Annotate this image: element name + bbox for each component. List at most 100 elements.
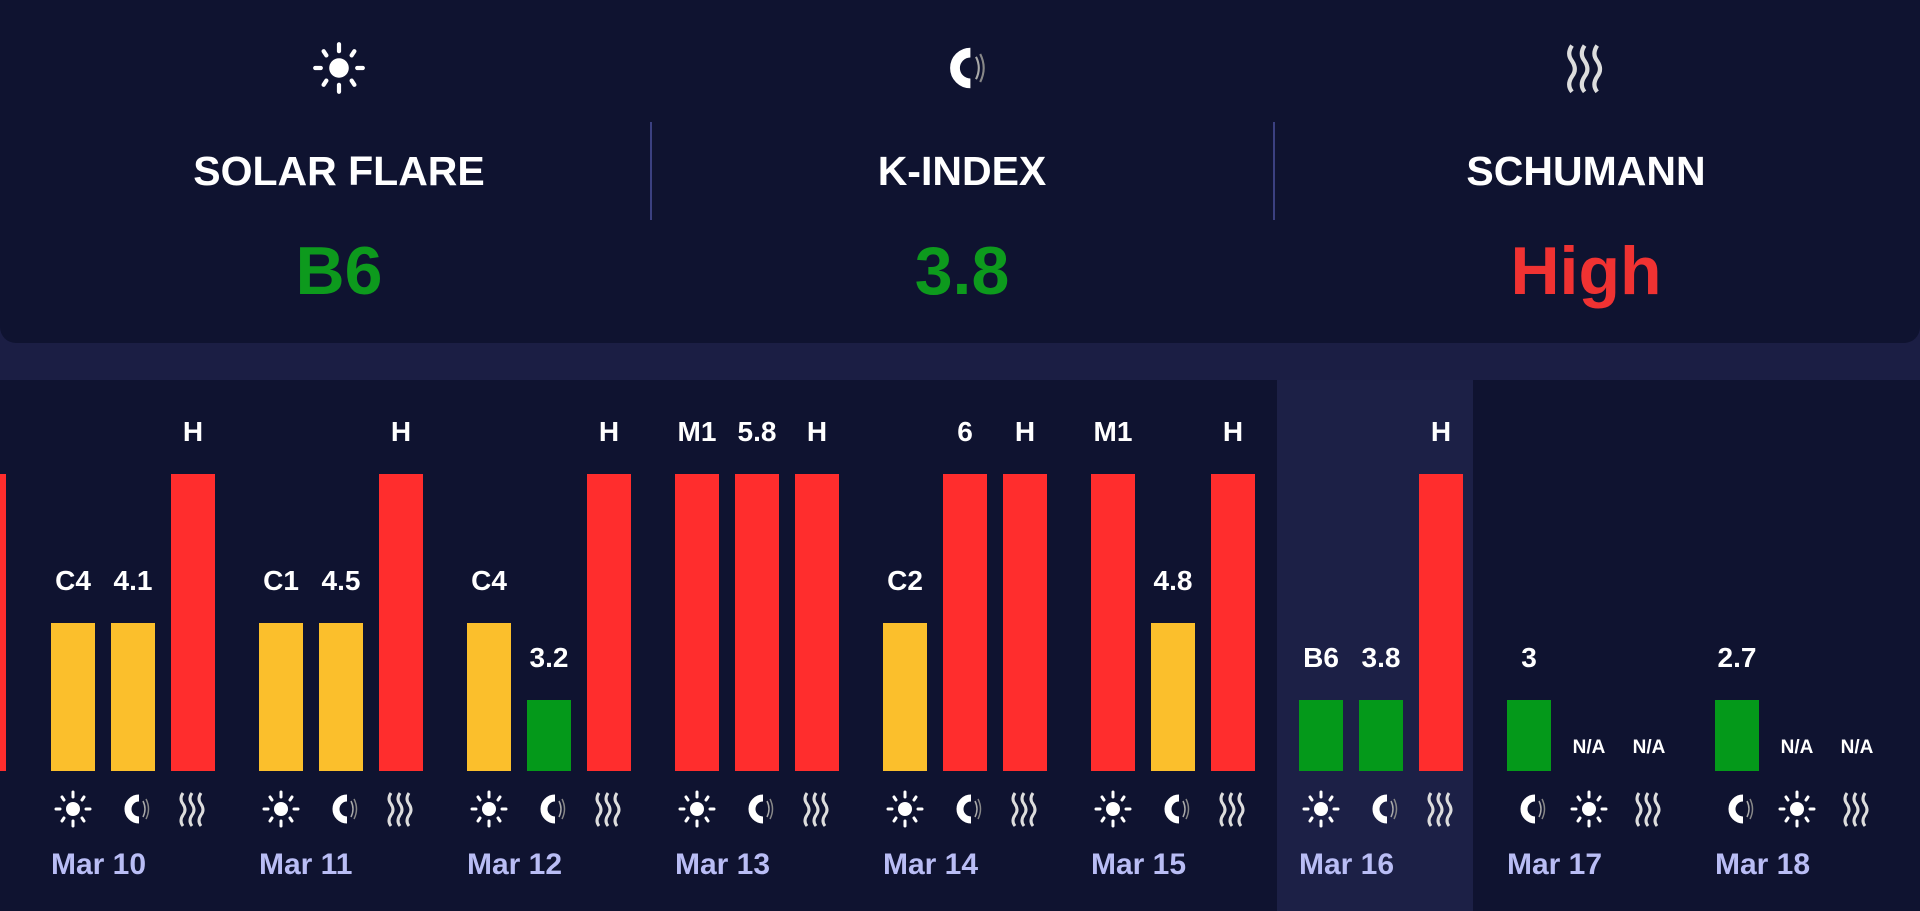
magnet-icon [1715,789,1759,829]
bar-schumann [1003,474,1047,771]
bar-kindex [1507,699,1551,771]
day-date-label: Mar 15 [1091,848,1187,881]
bar-kindex [527,699,571,771]
metric-k-index: K-INDEX 3.8 [712,0,1212,343]
day-date-label: Mar 18 [1715,848,1811,881]
magnet-icon [1507,789,1551,829]
bar-value-label: 3.8 [1361,641,1401,673]
bar-value-label: 4.1 [113,564,153,596]
bar-solar [467,622,511,771]
bar-value-label: 5.8 [737,416,777,447]
bar-value-label: H [182,416,204,447]
metric-value: High [1510,233,1662,309]
bar-value-label: N/A [1572,737,1606,758]
bar-kindex [1151,622,1195,771]
bar-kindex [1359,699,1403,771]
bar-value-label: 4.8 [1153,564,1193,596]
metric-title: SOLAR FLARE [193,148,485,194]
bar-value-label: 4.5 [321,564,361,596]
bar-kindex [943,474,987,771]
waves-icon [379,789,423,829]
sun-icon [1091,789,1135,829]
bar-kindex [735,474,779,771]
bar-value-label: H [1222,416,1244,447]
sun-icon [309,40,369,96]
sun-icon [259,789,303,829]
bar-schumann [795,474,839,771]
waves-icon [1211,789,1255,829]
metric-divider [650,122,652,220]
bar-value-label: H [1014,416,1036,447]
bar-kindex [1715,699,1759,771]
magnet-icon [111,789,155,829]
magnet-icon [1359,789,1403,829]
bar-solar [675,474,719,771]
waves-icon [1627,789,1671,829]
bar-schumann [1211,474,1255,771]
bar-value-label: C1 [263,564,299,596]
day-date-label: Mar 10 [51,848,147,881]
bar-solar [883,622,927,771]
metric-title: K-INDEX [877,148,1047,194]
waves-icon [1003,789,1047,829]
sun-icon [675,789,719,829]
metric-divider [1273,122,1275,220]
bar-value-label: B6 [1303,641,1339,673]
sun-icon [883,789,927,829]
sun-icon [1775,789,1819,829]
magnet-icon [527,789,571,829]
bar-value-label: C4 [55,564,91,596]
current-conditions-panel: SOLAR FLARE B6 K-INDEX 3.8 SCHUMANN High [0,0,1920,343]
bar-value-label: M1 [1093,416,1133,447]
waves-icon [1419,789,1463,829]
waves-icon [1556,40,1616,96]
magnet-icon [735,789,779,829]
bar-solar [51,622,95,771]
day-date-label: Mar 14 [883,848,979,881]
bar-value-label: M1 [677,416,717,447]
bar-schumann [587,474,631,771]
day-date-label: Mar 11 [259,848,353,881]
sun-icon [467,789,511,829]
bar-value-label: H [598,416,620,447]
bar-kindex [319,622,363,771]
day-date-label: Mar 13 [675,848,771,881]
magnet-icon [943,789,987,829]
metric-value: 3.8 [914,233,1010,309]
bar-value-label: C2 [887,564,923,596]
bar-solar [259,622,303,771]
waves-icon [171,789,215,829]
metric-title: SCHUMANN [1466,148,1706,194]
metric-solar-flare: SOLAR FLARE B6 [89,0,589,343]
bar-solar [1299,699,1343,771]
bar-value-label: 2.7 [1717,641,1757,673]
bar-value-label: 3 [1521,641,1537,673]
bar-schumann [1419,474,1463,771]
sun-icon [51,789,95,829]
bar-value-label: N/A [1780,737,1814,758]
magnet-icon [319,789,363,829]
bar-solar [1091,474,1135,771]
sun-icon [1299,789,1343,829]
magnet-icon [1151,789,1195,829]
waves-icon [587,789,631,829]
forecast-chart-panel: C4 4.1 H Mar 10 C1 4.5 H Mar 11 C4 3.2 H Mar 12 M1 5.… [0,380,1920,911]
day-date-label: Mar 17 [1507,848,1603,881]
bar-value-label: 3.2 [529,641,569,673]
bar-value-label: H [390,416,412,447]
bar-value-label: N/A [1632,737,1666,758]
bar-value-label: N/A [1840,737,1874,758]
previous-day-bar [0,474,6,771]
bar-value-label: 6 [957,416,973,447]
sun-icon [1567,789,1611,829]
metric-schumann: SCHUMANN High [1336,0,1836,343]
magnet-icon [932,40,992,96]
waves-icon [1835,789,1879,829]
bar-kindex [111,622,155,771]
waves-icon [795,789,839,829]
bar-schumann [171,474,215,771]
bar-value-label: H [1430,416,1452,447]
metric-value: B6 [295,233,383,309]
bar-value-label: C4 [471,564,507,596]
day-date-label: Mar 16 [1299,848,1395,881]
